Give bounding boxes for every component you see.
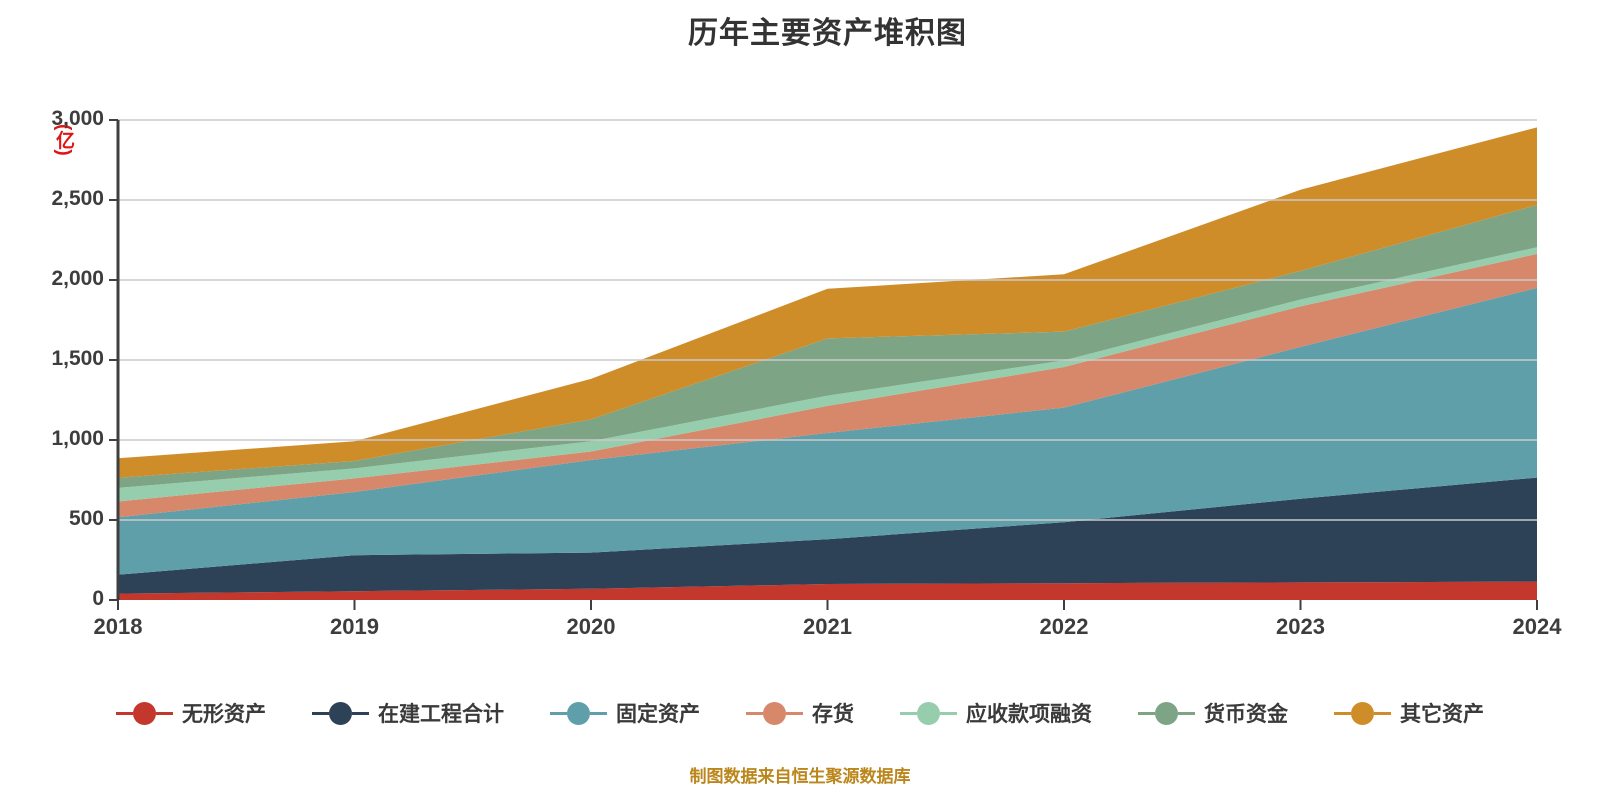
legend-dot-icon: [763, 701, 786, 725]
legend-item-应收款项融资[interactable]: 应收款项融资: [900, 698, 1092, 728]
legend-line-dot-icon: [312, 701, 369, 725]
legend-item-存货[interactable]: 存货: [746, 698, 854, 728]
area-其它资产: [118, 127, 1537, 478]
legend-line: [116, 711, 133, 715]
chart-title: 历年主要资产堆积图: [688, 17, 967, 50]
area-存货: [118, 253, 1537, 518]
x-tick-label: 2018: [93, 614, 143, 639]
legend-dot-icon: [133, 701, 156, 725]
stacked-area-chart: [109, 119, 1538, 610]
legend-item-其它资产[interactable]: 其它资产: [1334, 698, 1484, 728]
legend-line-dot-icon: [1334, 701, 1391, 725]
data-source-caption: 制图数据来自恒生聚源数据库: [689, 767, 911, 786]
legend-dot-icon: [567, 701, 590, 725]
legend-label: 应收款项融资: [966, 703, 1092, 726]
legend-line: [1374, 711, 1391, 715]
legend-line: [746, 711, 763, 715]
y-tick-label: 2,000: [51, 267, 104, 290]
legend-line-dot-icon: [746, 701, 803, 725]
legend-line: [352, 711, 369, 715]
legend-dot-icon: [329, 701, 352, 725]
y-tick-label: 1,000: [51, 427, 104, 450]
legend-dot-icon: [1351, 701, 1374, 725]
legend-dot-icon: [917, 701, 940, 725]
area-货币资金: [118, 204, 1537, 488]
y-axis-unit-label: (亿): [53, 124, 74, 156]
x-tick-label: 2021: [803, 614, 852, 639]
y-tick-label: 3,000: [51, 107, 104, 130]
x-tick-label: 2023: [1276, 614, 1325, 639]
x-tick-label: 2022: [1039, 614, 1089, 639]
legend-line-dot-icon: [900, 701, 957, 725]
legend-line: [550, 711, 567, 715]
y-tick-label: 500: [68, 507, 104, 530]
legend-label: 其它资产: [1400, 703, 1484, 726]
legend-label: 固定资产: [616, 703, 700, 726]
legend-line: [786, 711, 803, 715]
legend-item-无形资产[interactable]: 无形资产: [116, 698, 266, 728]
y-tick-label: 1,500: [51, 347, 104, 370]
legend-dot-icon: [1155, 701, 1178, 725]
y-tick-label: 2,500: [51, 187, 104, 210]
legend-line: [940, 711, 957, 715]
area-固定资产: [118, 287, 1537, 575]
legend-label: 货币资金: [1204, 703, 1288, 726]
legend-item-在建工程合计[interactable]: 在建工程合计: [312, 698, 504, 728]
area-在建工程合计: [118, 477, 1537, 594]
y-tick-label: 0: [92, 587, 104, 610]
chart-legend: 无形资产 在建工程合计 固定资产 存货 应收款项融资 货币资金 其它资产: [0, 698, 1600, 728]
legend-line-dot-icon: [550, 701, 607, 725]
legend-line-dot-icon: [1138, 701, 1195, 725]
legend-label: 在建工程合计: [378, 703, 504, 726]
x-tick-label: 2024: [1512, 614, 1562, 639]
legend-line: [590, 711, 607, 715]
legend-item-货币资金[interactable]: 货币资金: [1138, 698, 1288, 728]
x-tick-label: 2019: [330, 614, 379, 639]
legend-line-dot-icon: [116, 701, 173, 725]
legend-line: [312, 711, 329, 715]
legend-line: [1138, 711, 1155, 715]
x-tick-label: 2020: [566, 614, 616, 639]
legend-line: [900, 711, 917, 715]
legend-label: 存货: [812, 703, 854, 726]
legend-line: [1334, 711, 1351, 715]
legend-line: [156, 711, 173, 715]
legend-label: 无形资产: [182, 703, 266, 726]
area-无形资产: [118, 581, 1537, 600]
legend-item-固定资产[interactable]: 固定资产: [550, 698, 700, 728]
legend-line: [1178, 711, 1195, 715]
